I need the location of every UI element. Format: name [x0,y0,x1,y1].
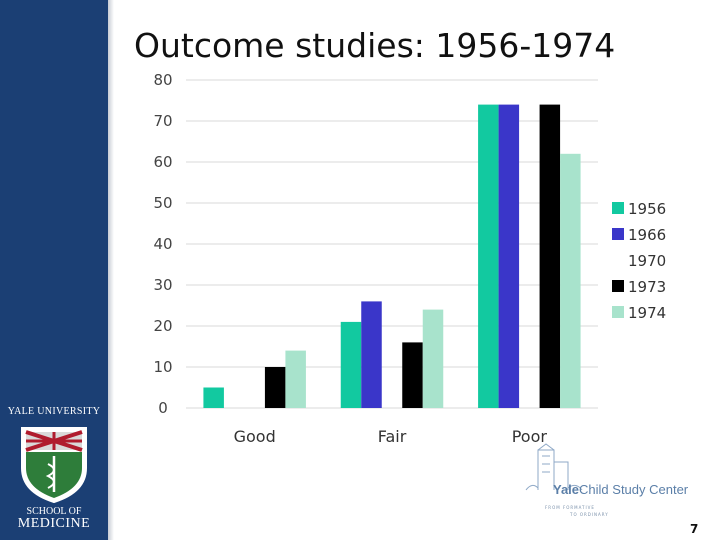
bar-1956-poor [478,104,499,408]
y-tick-label: 10 [153,358,172,376]
legend-swatch-1956 [612,202,624,214]
y-tick-label: 30 [153,276,172,294]
bar-1956-good [203,387,224,408]
yale-shield-icon [21,427,87,504]
sidebar-edge [108,0,114,540]
legend-swatch-1974 [612,306,624,318]
bar-1974-poor [560,153,581,408]
bar-1973-good [264,367,286,408]
child-study-center-name: YaleChild Study Center [553,482,689,497]
center-tagline-1: FROM FORMATIVE [545,505,595,510]
slide-title: Outcome studies: 1956-1974 [134,26,616,65]
legend-label-1974: 1974 [628,304,666,322]
center-tagline-2: TO ORDINARY [570,512,609,517]
y-tick-label: 70 [153,112,172,130]
bar-1966-poor [498,104,520,408]
y-tick-label: 0 [158,399,168,417]
x-tick-label: Fair [378,427,407,446]
legend-label-1966: 1966 [628,226,666,244]
x-tick-label: Good [234,427,276,446]
legend-label-1970: 1970 [628,252,666,270]
page-number: 7 [690,522,699,536]
y-tick-label: 40 [153,235,172,253]
legend-label-1956: 1956 [628,200,666,218]
bar-1973-poor [539,104,561,408]
university-name: YALE UNIVERSITY [7,406,101,417]
y-tick-label: 60 [153,153,172,171]
bar-1956-fair [340,321,362,408]
y-tick-label: 50 [153,194,172,212]
medicine-label: MEDICINE [17,516,91,531]
legend-label-1973: 1973 [628,278,666,296]
bar-1973-fair [402,342,423,408]
child-study-center-logo-icon [525,443,583,491]
legend-swatch-1966 [612,228,624,240]
y-tick-label: 20 [153,317,172,335]
school-label: SCHOOL OF [26,506,82,517]
legend-swatch-1973 [612,280,624,292]
x-tick-label: Poor [512,427,548,446]
bar-1966-fair [361,301,382,408]
legend-swatch-1970 [612,254,624,266]
bar-1974-good [285,350,306,408]
bar-1974-fair [422,309,444,408]
y-tick-label: 80 [153,71,172,89]
